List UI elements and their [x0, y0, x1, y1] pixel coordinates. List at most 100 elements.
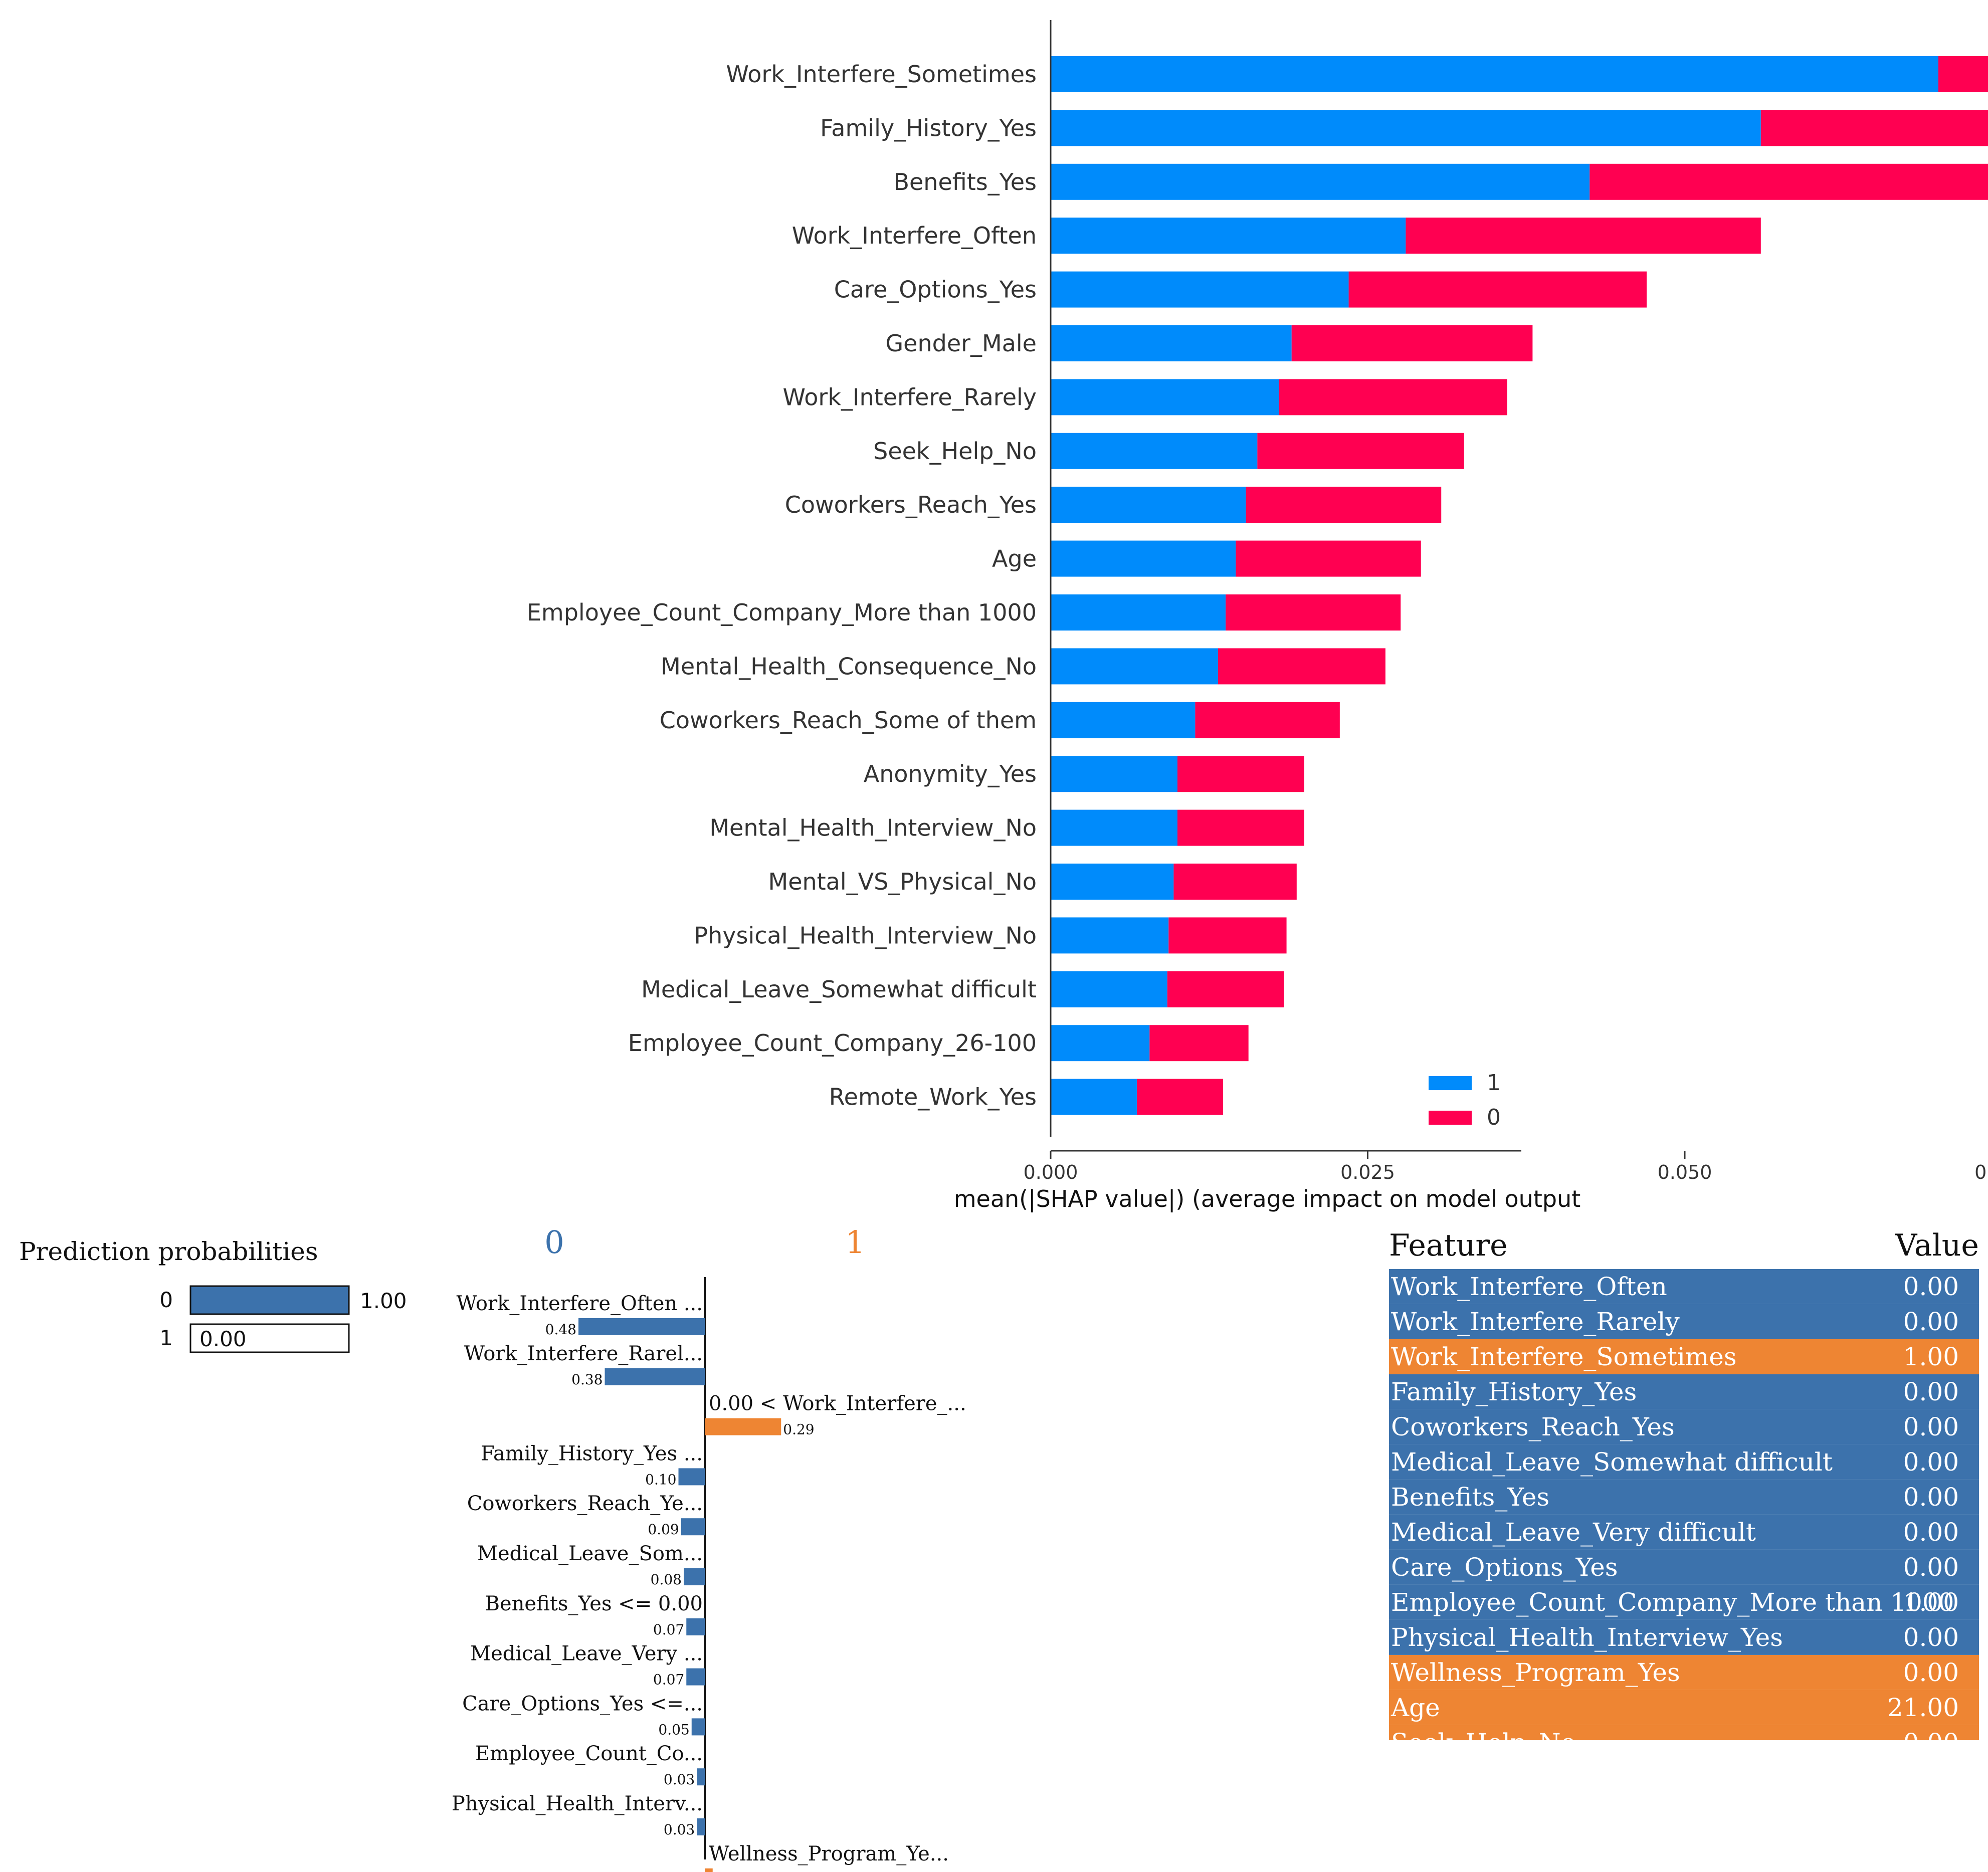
- lime-bar-negative: [605, 1368, 705, 1385]
- feature-name: Work_Interfere_Often: [1391, 1272, 1667, 1301]
- lime-value-label: 0.03: [715, 1871, 746, 1872]
- shap-bar-class0: [1589, 163, 1988, 200]
- lime-feature-label: Wellness_Program_Ye...: [709, 1842, 949, 1865]
- shap-feature-label: Benefits_Yes: [893, 168, 1037, 195]
- feature-value: 0.00: [1903, 1447, 1959, 1477]
- lime-value-label: 0.07: [653, 1621, 684, 1638]
- feature-value: 0.00: [1903, 1518, 1959, 1547]
- lime-bar-positive: [705, 1418, 781, 1435]
- feature-header: Feature: [1389, 1228, 1508, 1263]
- feature-value-row: Medical_Leave_Somewhat difficult 0.00: [1389, 1444, 1979, 1480]
- lime-bar-negative: [691, 1718, 705, 1736]
- shap-bar-class0: [1236, 540, 1421, 577]
- shap-feature-label: Seek_Help_No: [873, 438, 1037, 465]
- shap-bar-class0: [1760, 110, 1988, 146]
- shap-bar-class1: [1051, 163, 1590, 200]
- feature-value-row: Family_History_Yes 0.00: [1389, 1374, 1979, 1409]
- lime-bar-negative: [686, 1618, 705, 1635]
- shap-bar-class0: [1137, 1079, 1224, 1115]
- prob-bar-fill: [189, 1285, 350, 1315]
- prob-class-label: 1: [159, 1326, 173, 1350]
- shap-bar-class1: [1051, 864, 1174, 900]
- feature-value: 0.00: [1903, 1725, 1959, 1740]
- shap-bar-class1: [1051, 1079, 1137, 1115]
- shap-legend-swatch-1: [1429, 1076, 1472, 1090]
- class-label-1: 1: [845, 1224, 865, 1261]
- lime-feature-label: Benefits_Yes <= 0.00: [485, 1592, 703, 1615]
- shap-bar-class1: [1051, 487, 1246, 523]
- shap-feature-label: Mental_Health_Consequence_No: [661, 653, 1037, 680]
- shap-feature-label: Mental_VS_Physical_No: [768, 868, 1037, 895]
- shap-bar-class0: [1406, 218, 1761, 254]
- shap-bar-class0: [1348, 271, 1647, 308]
- shap-x-tick-label: 0.025: [1340, 1161, 1395, 1183]
- feature-name: Age: [1391, 1693, 1440, 1722]
- lime-bar-negative: [684, 1568, 705, 1585]
- shap-feature-label: Work_Interfere_Sometimes: [726, 61, 1037, 88]
- feature-value-row: Benefits_Yes 0.00: [1389, 1480, 1979, 1515]
- lime-feature-label: Medical_Leave_Very ...: [470, 1642, 703, 1666]
- shap-feature-label: Work_Interfere_Rarely: [783, 383, 1037, 410]
- value-header: Value: [1895, 1228, 1979, 1263]
- shap-bar-class0: [1246, 487, 1442, 523]
- feature-value-row: Medical_Leave_Very difficult 0.00: [1389, 1515, 1979, 1550]
- shap-feature-label: Remote_Work_Yes: [829, 1084, 1037, 1111]
- feature-value-row: Care_Options_Yes 0.00: [1389, 1550, 1979, 1585]
- lime-feature-label: Care_Options_Yes <=...: [462, 1692, 703, 1715]
- shap-legend-swatch-0: [1429, 1111, 1472, 1125]
- feature-value: 0.00: [1903, 1272, 1959, 1301]
- shap-feature-label: Mental_Health_Interview_No: [709, 814, 1037, 842]
- shap-x-tick-label: 0.050: [1658, 1161, 1712, 1183]
- lime-feature-label: 0.00 < Work_Interfere_...: [709, 1392, 966, 1415]
- feature-value-row: Wellness_Program_Yes 0.00: [1389, 1655, 1979, 1690]
- feature-value: 0.00: [1903, 1658, 1959, 1687]
- lime-feature-label: Medical_Leave_Som...: [477, 1542, 703, 1565]
- shap-feature-label: Coworkers_Reach_Some of them: [660, 707, 1037, 734]
- lime-bar-negative: [697, 1818, 705, 1835]
- feature-name: Benefits_Yes: [1391, 1483, 1550, 1512]
- shap-x-axis-label: mean(|SHAP value|) (average impact on mo…: [954, 1185, 1581, 1213]
- shap-bar-class1: [1051, 540, 1236, 577]
- shap-legend-label-0: 0: [1487, 1105, 1501, 1130]
- shap-feature-label: Gender_Male: [886, 330, 1037, 357]
- shap-bar-class0: [1226, 594, 1401, 631]
- feature-value-row: Coworkers_Reach_Yes 0.00: [1389, 1409, 1979, 1444]
- shap-feature-label: Work_Interfere_Often: [792, 222, 1037, 249]
- feature-name: Care_Options_Yes: [1391, 1553, 1618, 1582]
- lime-feature-label: Coworkers_Reach_Ye...: [467, 1492, 703, 1515]
- shap-feature-label: Medical_Leave_Somewhat difficult: [641, 976, 1037, 1003]
- shap-x-tick-label: 0.000: [1024, 1161, 1078, 1183]
- shap-bar-class0: [1291, 325, 1533, 361]
- shap-bar-class1: [1051, 594, 1226, 631]
- lime-bar-negative: [697, 1768, 705, 1786]
- lime-bar-negative: [678, 1468, 705, 1486]
- lime-value-label: 0.10: [645, 1471, 676, 1488]
- shap-legend: 1 0: [1429, 1070, 1501, 1130]
- shap-bar-class1: [1051, 917, 1169, 954]
- lime-bar-positive: [705, 1868, 713, 1872]
- shap-bar-class0: [1257, 433, 1464, 469]
- feature-value-row: Work_Interfere_Sometimes 1.00: [1389, 1339, 1979, 1374]
- prob-bar-frame: [189, 1323, 350, 1353]
- lime-value-label: 0.03: [664, 1821, 695, 1838]
- feature-value-row: Work_Interfere_Often 0.00: [1389, 1269, 1979, 1304]
- feature-value-row: Employee_Count_Company_More than 1000 1.0…: [1389, 1585, 1979, 1620]
- shap-bar-class0: [1218, 648, 1385, 685]
- shap-summary-chart: Work_Interfere_Sometimes Family_History_Y…: [527, 20, 1988, 1213]
- shap-bar-class0: [1177, 809, 1304, 846]
- feature-name: Seek_Help_No: [1391, 1725, 1576, 1740]
- lime-value-label: 0.09: [648, 1521, 679, 1538]
- shap-legend-label-1: 1: [1487, 1070, 1501, 1096]
- prediction-probabilities-title: Prediction probabilities: [19, 1237, 318, 1266]
- shap-feature-label: Employee_Count_Company_26-100: [628, 1029, 1037, 1057]
- shap-bar-class1: [1051, 218, 1406, 254]
- feature-name: Employee_Count_Company_More than 1000: [1391, 1588, 1954, 1617]
- shap-feature-label: Employee_Count_Company_More than 1000: [527, 599, 1037, 626]
- shap-bar-class0: [1177, 756, 1304, 792]
- feature-name: Work_Interfere_Sometimes: [1391, 1342, 1737, 1371]
- shap-bar-class0: [1149, 1025, 1249, 1062]
- lime-feature-label: Employee_Count_Co...: [475, 1742, 703, 1765]
- feature-value: 0.00: [1903, 1377, 1959, 1406]
- shap-bar-class1: [1051, 379, 1279, 415]
- shap-bar-class0: [1279, 379, 1507, 415]
